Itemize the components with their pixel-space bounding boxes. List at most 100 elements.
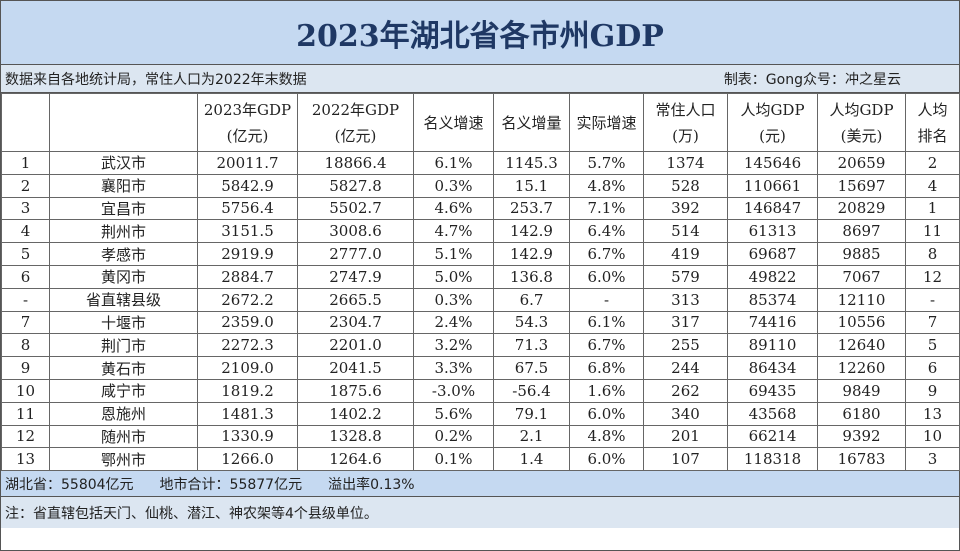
header-cell: 人均 排名 <box>905 93 960 152</box>
cell: 5.6% <box>413 401 494 426</box>
cell: 262 <box>643 378 728 403</box>
summary-item: 地市合计：55877亿元 <box>159 476 303 493</box>
cell: 1264.6 <box>297 447 414 472</box>
header-line: 实际增速 <box>576 113 637 132</box>
cell: 1402.2 <box>297 401 414 426</box>
cell: 514 <box>643 219 728 244</box>
cell: 66214 <box>727 424 818 449</box>
cell: 10 <box>1 378 50 403</box>
cell: 528 <box>643 173 728 198</box>
cell: 71.3 <box>493 333 570 358</box>
data-row: 9 黄石市 2109.0 2041.5 3.3% 67.5 6.8% 244 86434 1226… <box>1 356 960 380</box>
cell: - <box>905 287 960 312</box>
cell: 142.9 <box>493 219 570 244</box>
header-cell: 常住人口 (万) <box>643 93 728 152</box>
cell: 43568 <box>727 401 818 426</box>
cell: -56.4 <box>493 378 570 403</box>
cell: 86434 <box>727 356 818 380</box>
cell: 6.0% <box>569 264 644 289</box>
data-row: 8 荆门市 2272.3 2201.0 3.2% 71.3 6.7% 255 89110 1264… <box>1 333 960 358</box>
cell: 69435 <box>727 378 818 403</box>
cell: 146847 <box>727 196 818 221</box>
cell: 6.1% <box>569 310 644 335</box>
header-row: 2023年GDP (亿元) 2022年GDP (亿元) 名义增速 名义增量 实际增速 常住人口… <box>1 93 960 152</box>
cell: 12 <box>1 424 50 449</box>
cell: 10556 <box>817 310 906 335</box>
cell: 419 <box>643 242 728 266</box>
summary-row: 湖北省：55804亿元 地市合计：55877亿元 溢出率0.13% <box>1 471 959 498</box>
cell: 2884.7 <box>197 264 298 289</box>
cell: 5.7% <box>569 151 644 175</box>
cell: 5842.9 <box>197 173 298 198</box>
cell: 7067 <box>817 264 906 289</box>
cell: -3.0% <box>413 378 494 403</box>
header-line: 人均 <box>917 100 948 119</box>
cell: 6.0% <box>569 401 644 426</box>
cell: 85374 <box>727 287 818 312</box>
header-line: 人均GDP <box>829 100 894 119</box>
cell: 340 <box>643 401 728 426</box>
cell: 2747.9 <box>297 264 414 289</box>
cell: 1145.3 <box>493 151 570 175</box>
cell: 13 <box>905 401 960 426</box>
cell: 2 <box>1 173 50 198</box>
data-row: 4 荆州市 3151.5 3008.6 4.7% 142.9 6.4% 514 61313 869… <box>1 219 960 244</box>
cell: 1 <box>905 196 960 221</box>
cell: 1.4 <box>493 447 570 472</box>
cell: 0.2% <box>413 424 494 449</box>
cell: 6.7 <box>493 287 570 312</box>
header-cell: 名义增量 <box>493 93 570 152</box>
cell: 9 <box>905 378 960 403</box>
cell: 2672.2 <box>197 287 298 312</box>
header-line: 名义增速 <box>423 113 484 132</box>
data-row: 5 孝感市 2919.9 2777.0 5.1% 142.9 6.7% 419 69687 988… <box>1 242 960 266</box>
cell: 145646 <box>727 151 818 175</box>
cell: 0.3% <box>413 173 494 198</box>
cell: 省直辖县级 <box>49 287 198 312</box>
cell: 1875.6 <box>297 378 414 403</box>
cell: 6.4% <box>569 219 644 244</box>
cell: 5502.7 <box>297 196 414 221</box>
summary-item: 溢出率0.13% <box>328 476 415 493</box>
cell: 1330.9 <box>197 424 298 449</box>
cell: 3 <box>1 196 50 221</box>
cell: 咸宁市 <box>49 378 198 403</box>
data-row: 11 恩施州 1481.3 1402.2 5.6% 79.1 6.0% 340 43568 618… <box>1 401 960 426</box>
cell: 61313 <box>727 219 818 244</box>
header-cell: 实际增速 <box>569 93 644 152</box>
cell: 11 <box>1 401 50 426</box>
cell: 2109.0 <box>197 356 298 380</box>
cell: 随州市 <box>49 424 198 449</box>
cell: 孝感市 <box>49 242 198 266</box>
cell: 201 <box>643 424 728 449</box>
cell: 5.1% <box>413 242 494 266</box>
cell: 2777.0 <box>297 242 414 266</box>
cell: 69687 <box>727 242 818 266</box>
cell: 12110 <box>817 287 906 312</box>
cell: 107 <box>643 447 728 472</box>
cell: 6.8% <box>569 356 644 380</box>
cell: 荆州市 <box>49 219 198 244</box>
cell: 9 <box>1 356 50 380</box>
cell: 313 <box>643 287 728 312</box>
cell: 1819.2 <box>197 378 298 403</box>
cell: 16783 <box>817 447 906 472</box>
header-cell <box>49 93 198 152</box>
source: 数据来自各地统计局，常住人口为2022年末数据 <box>5 71 307 88</box>
header-cell: 2022年GDP (亿元) <box>297 93 414 152</box>
cell: 1374 <box>643 151 728 175</box>
cell: 6.7% <box>569 242 644 266</box>
header-line: 2022年GDP <box>311 100 400 119</box>
cell: 3.3% <box>413 356 494 380</box>
cell: 18866.4 <box>297 151 414 175</box>
header-cell: 2023年GDP (亿元) <box>197 93 298 152</box>
cell: 2665.5 <box>297 287 414 312</box>
cell: 1481.3 <box>197 401 298 426</box>
data-row: 10 咸宁市 1819.2 1875.6 -3.0% -56.4 1.6% 262 69435 9… <box>1 378 960 403</box>
cell: 4.6% <box>413 196 494 221</box>
summary-item: 湖北省：55804亿元 <box>5 476 134 493</box>
data-row: - 省直辖县级 2672.2 2665.5 0.3% 6.7-313 85374 12110- <box>1 287 960 312</box>
cell: 8 <box>905 242 960 266</box>
